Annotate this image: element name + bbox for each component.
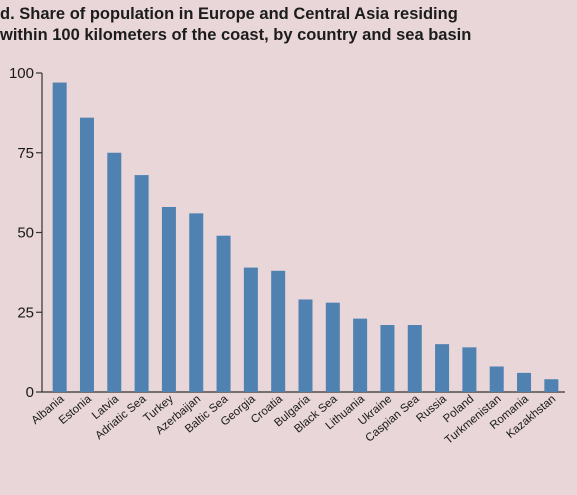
bar-georgia xyxy=(243,267,258,392)
bar-caspian-sea xyxy=(407,325,422,392)
bar-turkmenistan xyxy=(489,366,504,392)
bar-bulgaria xyxy=(298,299,313,392)
bar-romania xyxy=(517,372,532,392)
bar-baltic-sea xyxy=(216,235,231,392)
y-tick-label-50: 50 xyxy=(17,225,34,242)
bar-poland xyxy=(462,347,477,392)
bar-adriatic-sea xyxy=(134,175,149,392)
bar-black-sea xyxy=(325,302,340,392)
y-tick-label-0: 0 xyxy=(26,384,34,401)
bar-turkey xyxy=(161,206,176,392)
bar-albania xyxy=(52,82,67,392)
y-tick-label-25: 25 xyxy=(17,304,34,321)
y-tick-label-75: 75 xyxy=(17,145,34,162)
bar-estonia xyxy=(79,117,94,392)
chart-title-line-1: d. Share of population in Europe and Cen… xyxy=(0,5,458,23)
bar-kazakhstan xyxy=(544,379,559,392)
bar-azerbaijan xyxy=(189,213,204,392)
bar-russia xyxy=(435,344,450,392)
bar-croatia xyxy=(271,270,286,392)
y-axis: 0 25 50 75 100 xyxy=(9,65,565,401)
bar-latvia xyxy=(107,152,122,392)
chart-title-line-2: within 100 kilometers of the coast, by c… xyxy=(0,26,472,44)
bar-ukraine xyxy=(380,325,395,392)
bar-lithuania xyxy=(353,318,368,392)
bars xyxy=(52,82,559,392)
y-tick-label-100: 100 xyxy=(9,65,34,82)
chart-title: d. Share of population in Europe and Cen… xyxy=(0,4,577,46)
